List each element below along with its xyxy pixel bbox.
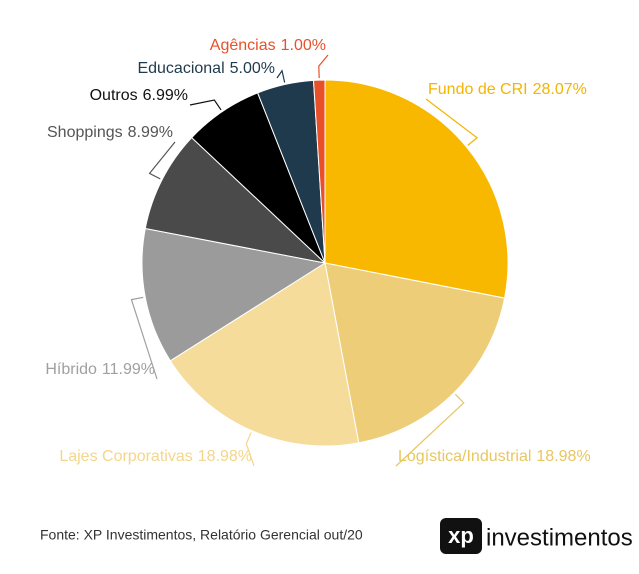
slice-label: Agências 1.00% (210, 37, 326, 54)
pie-slice (312, 79, 326, 264)
slice-label-name: Híbrido (45, 361, 97, 378)
logo-mark-bg (440, 518, 482, 554)
pie-slice (141, 227, 327, 362)
slice-label-value: 18.98% (536, 448, 590, 465)
pie-slice (324, 79, 509, 299)
slice-label: Shoppings 8.99% (47, 124, 173, 141)
leader-line (189, 99, 222, 111)
slice-label: Outros 6.99% (90, 87, 188, 104)
leader-line (245, 432, 255, 467)
slice-label-value: 18.98% (198, 448, 252, 465)
logo-text: investimentos (486, 524, 633, 551)
pie-slice (144, 136, 327, 264)
pie-slice (169, 262, 360, 447)
slice-label-value: 8.99% (128, 124, 173, 141)
leader-line (425, 98, 479, 146)
slice-label-name: Educacional (137, 60, 224, 77)
slice-label-name: Agências (210, 37, 276, 54)
slice-label-name: Logística/Industrial (398, 448, 531, 465)
leader-line (148, 141, 176, 180)
slice-label: Logística/Industrial 18.98% (398, 448, 591, 465)
leader-line (395, 393, 465, 467)
slice-label-name: Lajes Corporativas (59, 448, 192, 465)
slice-label-name: Fundo de CRI (428, 81, 528, 98)
leader-line (318, 54, 329, 79)
leader-line (276, 69, 286, 83)
slice-label: Educacional 5.00% (137, 60, 275, 77)
slice-label: Fundo de CRI 28.07% (428, 81, 587, 98)
slice-label-value: 6.99% (143, 87, 188, 104)
slice-label-name: Outros (90, 87, 138, 104)
source-note: Fonte: XP Investimentos, Relatório Geren… (40, 527, 363, 543)
slice-label: Lajes Corporativas 18.98% (59, 448, 252, 465)
slice-label-value: 11.99% (102, 361, 155, 378)
slice-label-name: Shoppings (47, 124, 123, 141)
leader-line (130, 296, 158, 380)
logo-mark: xp (448, 523, 474, 548)
slice-label-value: 5.00% (230, 60, 275, 77)
slice-label-value: 1.00% (281, 37, 326, 54)
slice-label: Híbrido 11.99% (45, 361, 155, 378)
pie-slice (324, 262, 506, 444)
slice-label-value: 28.07% (533, 81, 587, 98)
